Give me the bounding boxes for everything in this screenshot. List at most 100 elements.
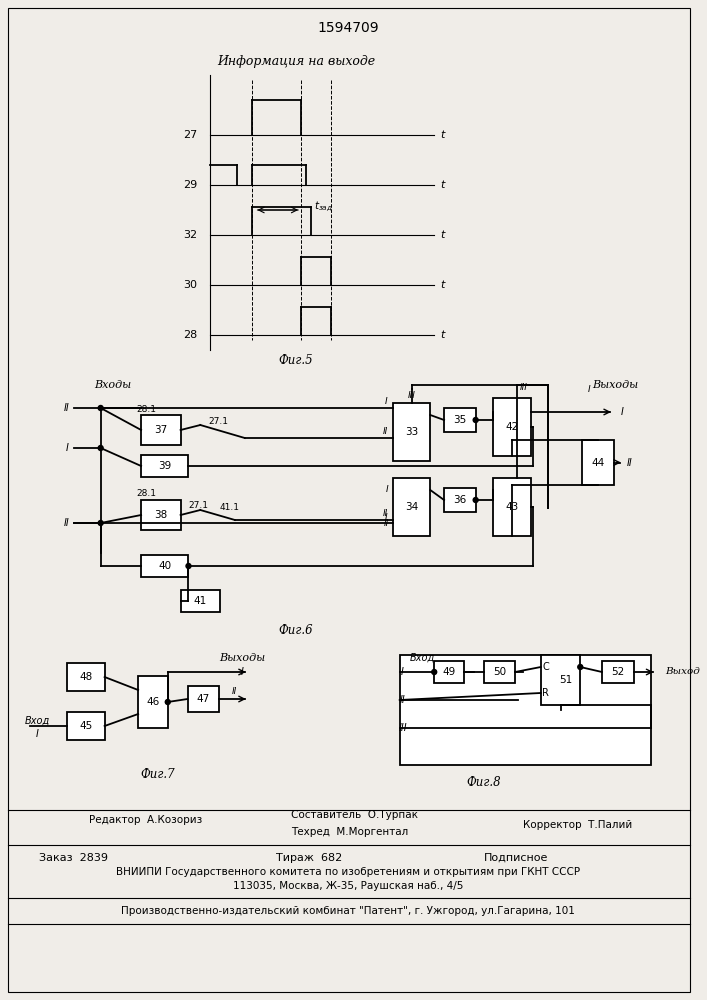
Text: 45: 45 xyxy=(79,721,93,731)
Text: 37: 37 xyxy=(154,425,168,435)
Text: 30: 30 xyxy=(183,280,197,290)
Text: Вход: Вход xyxy=(25,716,50,726)
Text: II: II xyxy=(399,695,406,705)
Text: 43: 43 xyxy=(506,502,519,512)
Circle shape xyxy=(98,406,103,410)
Text: I: I xyxy=(620,407,623,417)
Text: Выходы: Выходы xyxy=(218,653,265,663)
Circle shape xyxy=(578,664,583,670)
Bar xyxy=(399,655,651,765)
Text: II: II xyxy=(382,510,388,518)
Text: I: I xyxy=(385,397,388,406)
Bar xyxy=(484,661,515,683)
Text: C: C xyxy=(542,662,549,672)
Bar xyxy=(141,500,180,530)
Text: ВНИИПИ Государственного комитета по изобретениям и открытиям при ГКНТ СССР: ВНИИПИ Государственного комитета по изоб… xyxy=(116,867,580,877)
Text: t: t xyxy=(440,180,444,190)
Text: Вход: Вход xyxy=(409,653,435,663)
Text: $t_{зад}$: $t_{зад}$ xyxy=(314,200,333,214)
Text: Выходы: Выходы xyxy=(592,380,638,390)
Text: 47: 47 xyxy=(197,694,210,704)
Text: t: t xyxy=(440,280,444,290)
Text: 52: 52 xyxy=(611,667,624,677)
Text: I: I xyxy=(588,385,590,394)
Text: Подписное: Подписное xyxy=(484,853,548,863)
Text: 41.1: 41.1 xyxy=(220,502,240,512)
Text: 27.1: 27.1 xyxy=(208,418,228,426)
Text: t: t xyxy=(440,330,444,340)
Text: II: II xyxy=(64,518,70,528)
Text: Фиг.6: Фиг.6 xyxy=(279,624,313,637)
Bar xyxy=(67,663,105,691)
Circle shape xyxy=(98,446,103,450)
Text: 28.1: 28.1 xyxy=(136,489,156,498)
Circle shape xyxy=(186,564,191,568)
Text: 32: 32 xyxy=(183,230,197,240)
Text: 46: 46 xyxy=(146,697,160,707)
Text: Информация на выходе: Информация на выходе xyxy=(217,55,375,68)
Text: II: II xyxy=(626,458,633,468)
Bar xyxy=(493,398,531,456)
Text: t: t xyxy=(440,130,444,140)
Text: III: III xyxy=(398,723,407,733)
Text: I: I xyxy=(36,729,39,739)
Text: t: t xyxy=(440,230,444,240)
Circle shape xyxy=(432,670,437,674)
Text: Заказ  2839: Заказ 2839 xyxy=(40,853,108,863)
Text: Фиг.5: Фиг.5 xyxy=(279,354,313,366)
Text: 39: 39 xyxy=(158,461,171,471)
Text: 51: 51 xyxy=(559,675,572,685)
Bar xyxy=(393,403,431,461)
Text: Производственно-издательский комбинат "Патент", г. Ужгород, ул.Гагарина, 101: Производственно-издательский комбинат "П… xyxy=(122,906,575,916)
Bar xyxy=(541,655,580,705)
Text: 27.1: 27.1 xyxy=(188,500,209,510)
Text: II: II xyxy=(64,403,70,413)
Circle shape xyxy=(473,418,478,422)
Text: 33: 33 xyxy=(405,427,418,437)
Text: Фиг.8: Фиг.8 xyxy=(466,776,501,788)
Bar xyxy=(583,440,614,485)
Text: II: II xyxy=(384,520,389,528)
Text: 113035, Москва, Ж-35, Раушская наб., 4/5: 113035, Москва, Ж-35, Раушская наб., 4/5 xyxy=(233,881,464,891)
Text: I: I xyxy=(385,512,388,522)
Text: III: III xyxy=(407,390,416,399)
Text: Корректор  Т.Палий: Корректор Т.Палий xyxy=(523,820,632,830)
Bar xyxy=(67,712,105,740)
Bar xyxy=(180,590,220,612)
Text: Фиг.7: Фиг.7 xyxy=(141,768,175,782)
Bar xyxy=(141,555,189,577)
Text: 50: 50 xyxy=(493,667,506,677)
Text: I: I xyxy=(240,667,243,677)
Text: 44: 44 xyxy=(591,458,604,468)
Bar xyxy=(444,488,476,512)
Text: Составитель  О.Турпак: Составитель О.Турпак xyxy=(291,810,418,820)
Bar xyxy=(493,478,531,536)
Text: III: III xyxy=(520,383,528,392)
Text: 38: 38 xyxy=(154,510,168,520)
Text: Выход: Выход xyxy=(665,668,700,676)
Text: I: I xyxy=(66,443,69,453)
Bar xyxy=(138,676,168,728)
Text: 28.1: 28.1 xyxy=(136,404,156,414)
Text: 36: 36 xyxy=(453,495,467,505)
Bar xyxy=(393,478,431,536)
Circle shape xyxy=(98,520,103,526)
Circle shape xyxy=(165,700,170,704)
Text: 42: 42 xyxy=(506,422,519,432)
Text: I: I xyxy=(386,486,389,494)
Bar xyxy=(434,661,464,683)
Text: 41: 41 xyxy=(194,596,207,606)
Bar xyxy=(141,455,189,477)
Text: 40: 40 xyxy=(158,561,171,571)
Text: 1594709: 1594709 xyxy=(317,21,379,35)
Text: 29: 29 xyxy=(183,180,197,190)
Text: 34: 34 xyxy=(405,502,418,512)
Text: I: I xyxy=(401,667,404,677)
Text: II: II xyxy=(382,428,388,436)
Bar xyxy=(141,415,180,445)
Bar xyxy=(602,661,633,683)
Text: 35: 35 xyxy=(453,415,467,425)
Text: 28: 28 xyxy=(183,330,197,340)
Text: 49: 49 xyxy=(443,667,455,677)
Text: 27: 27 xyxy=(183,130,197,140)
